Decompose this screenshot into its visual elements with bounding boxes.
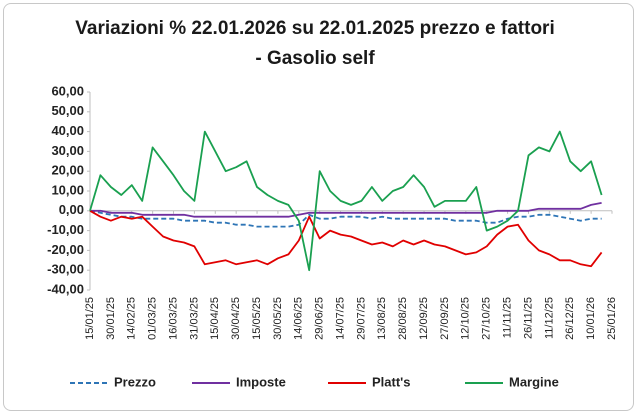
legend-label: Margine (509, 374, 559, 389)
y-tick-label: 50,00 (51, 103, 84, 118)
series-line (89, 130, 603, 272)
y-tick-label: 40,00 (51, 123, 84, 138)
x-tick-label: 28/08/25 (397, 297, 409, 340)
x-tick-label: 30/01/25 (105, 297, 117, 340)
x-tick-label: 14/06/25 (293, 297, 305, 340)
x-tick-label: 27/10/25 (481, 297, 493, 340)
x-tick-label: 12/09/25 (418, 297, 430, 340)
series-line (89, 210, 603, 268)
x-tick-label: 27/09/25 (439, 297, 451, 340)
y-tick-label: 30,00 (51, 143, 84, 158)
y-tick-label: -30,00 (47, 262, 84, 277)
x-tick-label: 15/05/25 (251, 297, 263, 340)
x-tick-label: 12/10/25 (460, 297, 472, 340)
y-tick-label: 10,00 (51, 182, 84, 197)
y-tick-label: -10,00 (47, 222, 84, 237)
x-tick-label: 11/12/25 (543, 297, 555, 339)
y-tick-label: 60,00 (51, 83, 84, 98)
x-tick-label: 30/05/25 (272, 297, 284, 340)
x-tick-label: 11/11/25 (502, 297, 514, 338)
x-tick-label: 14/02/25 (126, 297, 138, 340)
x-tick-label: 15/04/25 (209, 297, 221, 340)
x-tick-label: 31/03/25 (188, 297, 200, 340)
x-tick-label: 29/07/25 (355, 297, 367, 340)
x-tick-label: 25/01/26 (606, 297, 618, 340)
x-tick-label: 30/04/25 (230, 297, 242, 340)
x-tick-label: 15/01/25 (84, 297, 96, 340)
chart-frame (3, 3, 634, 411)
legend-label: Imposte (236, 374, 286, 389)
legend-label: Prezzo (114, 374, 156, 389)
x-tick-label: 26/12/25 (564, 297, 576, 340)
y-tick-label: 20,00 (51, 163, 84, 178)
y-tick-label: -20,00 (47, 242, 84, 257)
x-tick-label: 29/06/25 (314, 297, 326, 340)
y-tick-label: -40,00 (47, 281, 84, 296)
x-tick-label: 01/03/25 (147, 297, 159, 340)
series-line (89, 209, 602, 228)
y-tick-label: 0,00 (59, 202, 84, 217)
x-tick-label: 13/08/25 (376, 297, 388, 340)
legend-label: Platt's (372, 374, 411, 389)
x-tick-label: 14/07/25 (334, 297, 346, 340)
chart-title: Variazioni % 22.01.2026 su 22.01.2025 pr… (75, 18, 555, 69)
x-tick-label: 26/11/25 (522, 297, 534, 339)
x-tick-label: 16/03/25 (167, 297, 179, 340)
x-tick-label: 10/01/26 (585, 297, 597, 340)
series-line (90, 202, 602, 218)
